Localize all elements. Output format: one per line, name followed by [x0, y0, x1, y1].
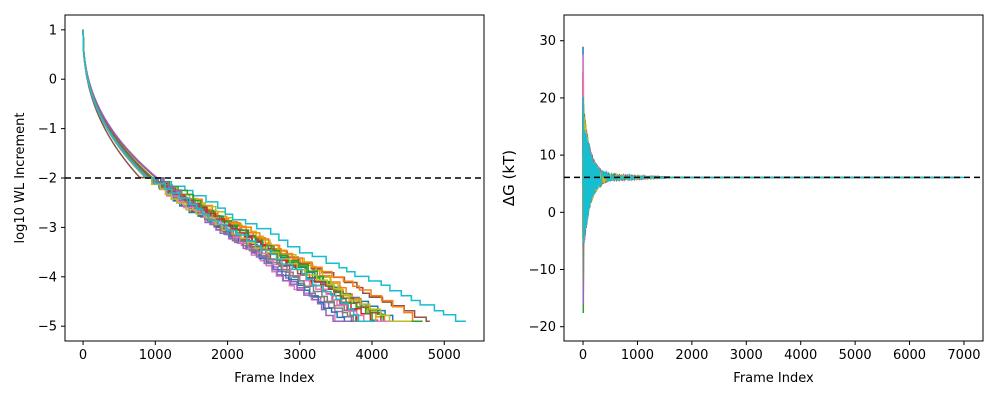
right-x-tick-label: 6000	[893, 348, 926, 363]
right-y-tick-label: 30	[539, 34, 556, 49]
left-series-line	[82, 29, 398, 322]
left-x-tick-label: 2000	[211, 348, 244, 363]
left-y-tick-label: 1	[49, 23, 57, 38]
left-x-tick-label: 0	[79, 348, 87, 363]
left-y-tick-label: −3	[38, 221, 57, 236]
right-series-line	[582, 54, 959, 243]
right-series-line	[582, 113, 954, 314]
left-y-tick-label: 0	[49, 73, 57, 88]
right-series-line	[582, 71, 956, 292]
right-series-group	[564, 46, 983, 314]
right-series-line	[582, 86, 959, 305]
right-series-line	[582, 107, 962, 283]
right-x-tick-label: 5000	[839, 348, 872, 363]
right-y-tick-label: 20	[539, 91, 556, 106]
right-series-line	[582, 46, 959, 275]
right-x-tick-label: 7000	[947, 348, 980, 363]
right-plot: 0 1000 2000 3000 4000 5000 6000 7000 30 20 10 0 −10 −…	[500, 14, 984, 386]
left-x-axis-label: Frame Index	[234, 371, 315, 386]
right-x-axis-label: Frame Index	[733, 371, 814, 386]
right-series-line	[582, 106, 962, 242]
left-series-line	[82, 29, 351, 322]
right-x-tick-label: 0	[579, 348, 587, 363]
left-series-line	[82, 29, 376, 322]
right-x-tick-label: 3000	[730, 348, 763, 363]
left-ticks-group: 0 1000 2000 3000 4000 5000 1 0 −1 −2 −3 −4 −5	[38, 23, 461, 363]
left-series-line	[82, 29, 412, 322]
right-x-tick-label: 1000	[621, 348, 654, 363]
right-series-line	[582, 80, 962, 249]
left-x-tick-label: 4000	[355, 348, 388, 363]
left-series-line	[82, 29, 414, 322]
left-series-line	[82, 29, 416, 322]
left-series-line	[82, 29, 401, 322]
left-series-group	[65, 29, 484, 322]
left-x-tick-label: 3000	[283, 348, 316, 363]
right-series-line	[582, 97, 964, 244]
left-series-line	[82, 29, 409, 322]
left-series-line	[82, 29, 430, 322]
left-series-line	[82, 29, 423, 322]
right-plot-frame	[563, 14, 984, 342]
left-y-tick-label: −2	[38, 172, 57, 187]
left-series-line	[82, 29, 466, 322]
right-y-tick-label: −20	[529, 320, 556, 335]
right-y-tick-label: 10	[539, 149, 556, 164]
left-y-tick-label: −5	[38, 320, 57, 335]
left-plot-frame	[64, 14, 485, 342]
right-y-axis-label: ΔG (kT)	[500, 150, 518, 206]
right-x-tick-label: 4000	[784, 348, 817, 363]
right-ticks-group: 0 1000 2000 3000 4000 5000 6000 7000 30 20 10 0 −10 −…	[529, 34, 981, 363]
right-x-tick-label: 2000	[675, 348, 708, 363]
left-y-tick-label: −1	[38, 122, 57, 137]
left-x-tick-label: 1000	[139, 348, 172, 363]
left-plot: 0 1000 2000 3000 4000 5000 1 0 −1 −2 −3 −4 −5 Frame …	[13, 14, 485, 386]
left-series-line	[82, 29, 394, 322]
left-y-axis-label: log10 WL Increment	[13, 113, 28, 244]
right-y-tick-label: 0	[548, 206, 556, 221]
right-y-tick-label: −10	[529, 263, 556, 278]
left-x-tick-label: 5000	[428, 348, 461, 363]
left-y-tick-label: −4	[38, 270, 57, 285]
